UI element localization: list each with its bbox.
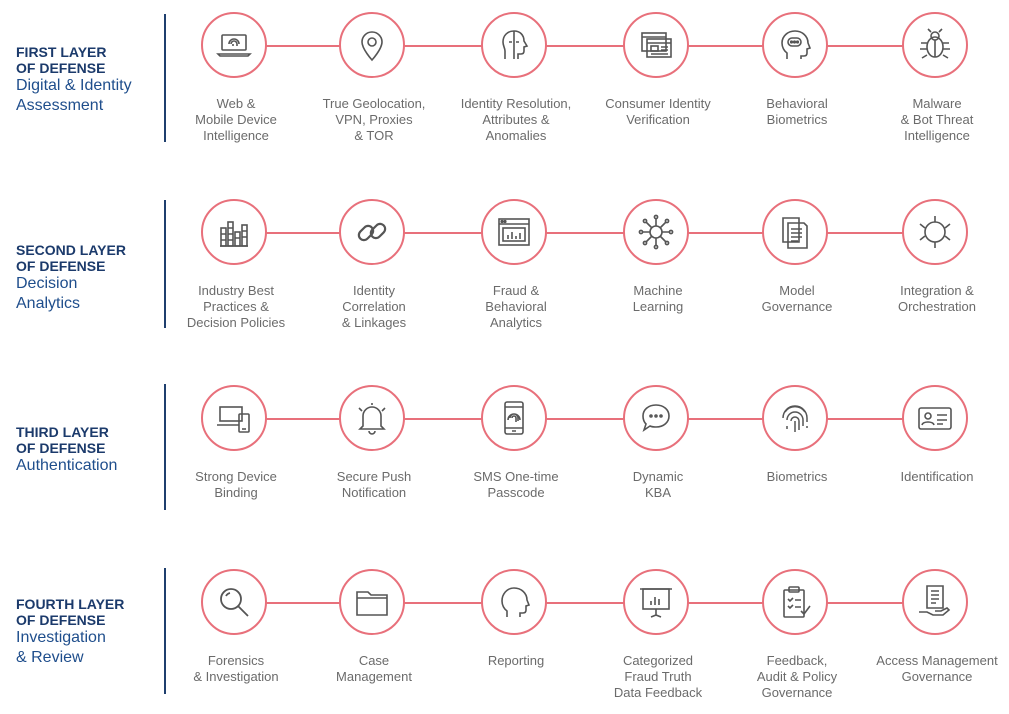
folder-icon [339,569,405,635]
network-node-icon [623,199,689,265]
layer-subtitle: Decision Analytics [16,275,81,312]
layer-4: FOURTH LAYER OF DEFENSE Investigation & … [0,540,1009,714]
node-label: Forensics & Investigation [193,653,279,684]
layer-2-label: SECOND LAYER OF DEFENSE Decision Analyti… [16,242,161,314]
face-profile-icon [481,12,547,78]
head-thought-icon [762,12,828,78]
layer-3-label: THIRD LAYER OF DEFENSE Authentication [16,424,161,476]
node-label: True Geolocation, VPN, Proxies & TOR [322,96,426,143]
fingerprint-icon [762,385,828,451]
layer-title: THIRD LAYER OF DEFENSE [16,424,109,456]
stacked-bars-icon [201,199,267,265]
node-label: Machine Learning [632,283,684,314]
laptop-fingerprint-icon [201,12,267,78]
node-label: Industry Best Practices & Decision Polic… [186,283,286,330]
documents-icon [762,199,828,265]
head-outline-icon [481,569,547,635]
layer-title: SECOND LAYER OF DEFENSE [16,242,126,274]
connector-line [234,418,938,420]
node-label: Access Management Governance [876,653,998,684]
layer-title: FIRST LAYER OF DEFENSE [16,44,107,76]
bug-icon [902,12,968,78]
laptop-phone-icon [201,385,267,451]
layer-divider [164,568,166,694]
node-label: Case Management [336,653,412,684]
node-label: Malware & Bot Threat Intelligence [900,96,974,143]
layer-divider [164,384,166,510]
node-label: Behavioral Biometrics [766,96,828,127]
node-label: Identification [900,469,974,484]
presentation-chart-icon [623,569,689,635]
layer-subtitle: Authentication [16,457,118,474]
bell-icon [339,385,405,451]
hand-document-icon [902,569,968,635]
node-label: Consumer Identity Verification [605,96,711,127]
layer-4-label: FOURTH LAYER OF DEFENSE Investigation & … [16,596,161,668]
chat-bubbles-icon [623,385,689,451]
node-label: Biometrics [766,469,828,484]
layer-3: THIRD LAYER OF DEFENSE Authentication St… [0,360,1009,540]
chain-link-icon [339,199,405,265]
layer-2: SECOND LAYER OF DEFENSE Decision Analyti… [0,180,1009,360]
node-label: Integration & Orchestration [897,283,977,314]
node-label: Web & Mobile Device Intelligence [195,96,277,143]
layer-subtitle: Investigation & Review [16,629,106,666]
connector-line [234,602,938,604]
layer-divider [164,200,166,328]
connector-line [234,45,938,47]
magnifier-icon [201,569,267,635]
connector-line [234,232,938,234]
browser-windows-icon [623,12,689,78]
browser-chart-icon [481,199,547,265]
layer-1-label: FIRST LAYER OF DEFENSE Digital & Identit… [16,44,161,116]
id-card-icon [902,385,968,451]
node-label: SMS One-time Passcode [473,469,559,500]
node-label: Strong Device Binding [195,469,277,500]
layer-divider [164,14,166,142]
layer-subtitle: Digital & Identity Assessment [16,77,132,114]
layer-title: FOURTH LAYER OF DEFENSE [16,596,125,628]
clipboard-check-icon [762,569,828,635]
node-label: Identity Resolution, Attributes & Anomal… [460,96,572,143]
node-label: Secure Push Notification [336,469,412,500]
map-pin-icon [339,12,405,78]
layer-1: FIRST LAYER OF DEFENSE Digital & Identit… [0,0,1009,180]
orbit-arrows-icon [902,199,968,265]
node-label: Identity Correlation & Linkages [341,283,407,330]
node-label: Categorized Fraud Truth Data Feedback [613,653,703,700]
node-label: Feedback, Audit & Policy Governance [756,653,838,700]
node-label: Reporting [487,653,545,668]
node-label: Model Governance [761,283,833,314]
node-label: Fraud & Behavioral Analytics [485,283,547,330]
node-label: Dynamic KBA [632,469,684,500]
phone-fingerprint-icon [481,385,547,451]
